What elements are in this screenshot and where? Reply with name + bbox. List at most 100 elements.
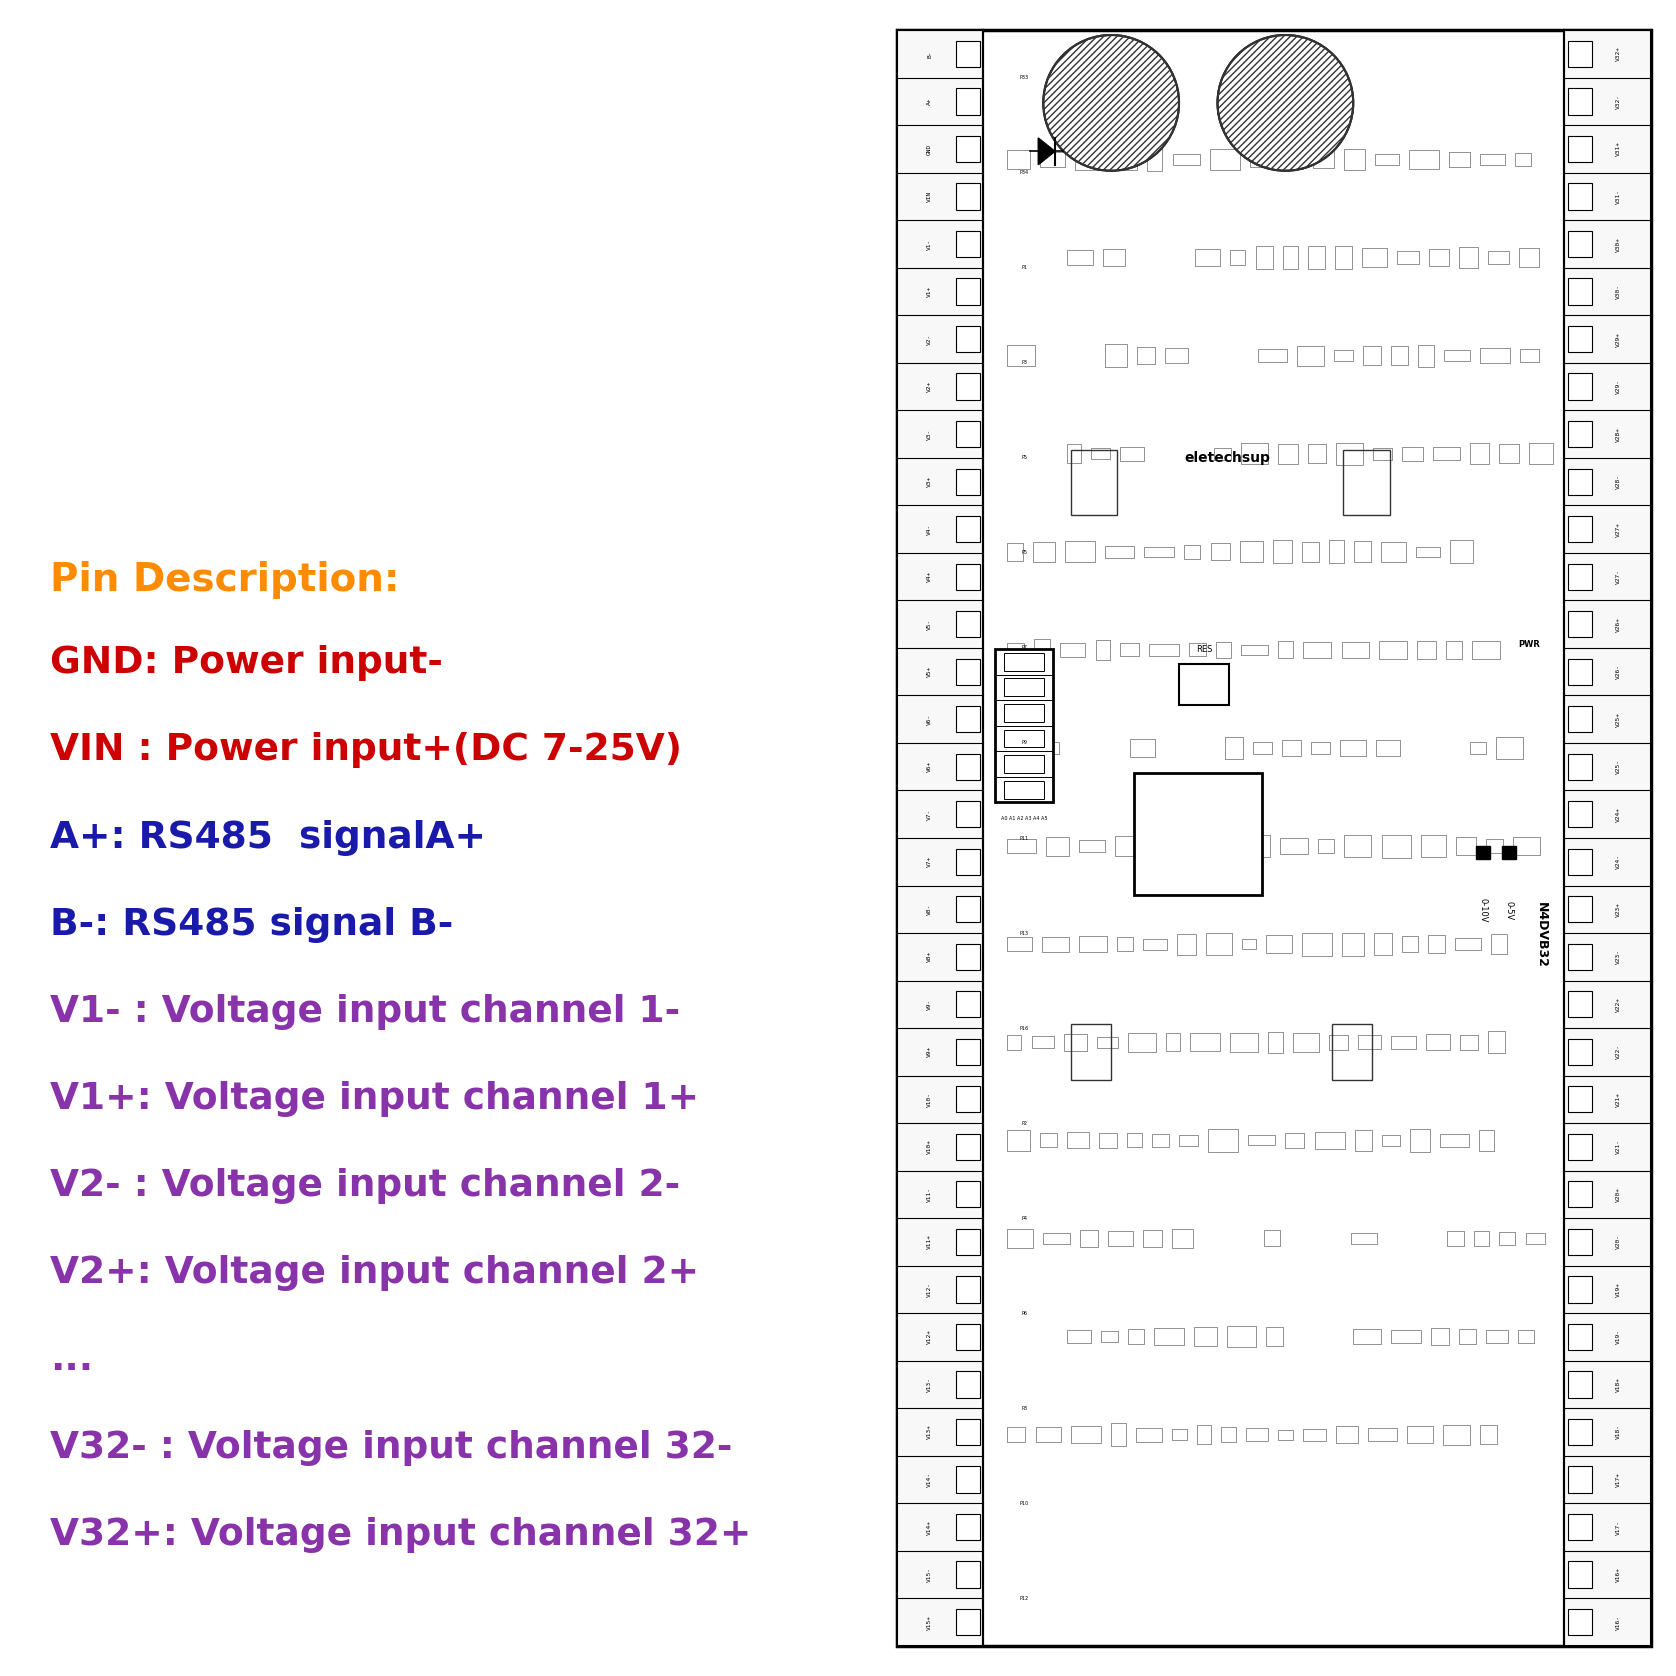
- Text: V30+: V30+: [1616, 236, 1621, 251]
- Bar: [1042, 742, 1059, 754]
- Text: P13: P13: [1019, 930, 1029, 935]
- Text: V29+: V29+: [1616, 332, 1621, 347]
- Bar: [1007, 1229, 1032, 1247]
- Bar: [1480, 154, 1505, 164]
- Text: V25+: V25+: [1616, 712, 1621, 727]
- Text: P1: P1: [1021, 265, 1027, 270]
- Bar: [1336, 442, 1363, 464]
- Text: P8: P8: [1021, 1406, 1027, 1411]
- Bar: [1373, 447, 1391, 459]
- Bar: [1513, 838, 1540, 855]
- Text: V32-: V32-: [1616, 94, 1621, 109]
- Text: V19-: V19-: [1616, 1329, 1621, 1344]
- Bar: [1195, 250, 1220, 266]
- Bar: [1277, 444, 1297, 464]
- Text: V15+: V15+: [927, 1614, 932, 1629]
- Bar: [1334, 350, 1353, 362]
- Bar: [1284, 246, 1297, 268]
- Text: V24-: V24-: [1616, 855, 1621, 870]
- Text: GND: GND: [927, 144, 932, 154]
- Bar: [1264, 1230, 1280, 1247]
- Bar: [1208, 1130, 1239, 1151]
- Bar: [1004, 729, 1044, 747]
- Bar: [1185, 835, 1200, 858]
- Bar: [1215, 447, 1232, 459]
- Text: V1-: V1-: [927, 238, 932, 250]
- Bar: [1311, 742, 1329, 754]
- Bar: [1269, 1032, 1282, 1053]
- Bar: [1567, 136, 1592, 163]
- Bar: [1391, 1331, 1421, 1342]
- Text: V22-: V22-: [1616, 1044, 1621, 1059]
- Bar: [1304, 642, 1331, 659]
- Bar: [1115, 149, 1138, 169]
- Bar: [1079, 937, 1108, 952]
- Bar: [1004, 756, 1044, 773]
- Bar: [1379, 640, 1408, 659]
- Bar: [1418, 345, 1433, 367]
- Text: V5-: V5-: [927, 618, 932, 630]
- Bar: [1007, 937, 1031, 952]
- Bar: [1567, 183, 1592, 210]
- Text: V17-: V17-: [1616, 1520, 1621, 1535]
- Bar: [1178, 664, 1229, 704]
- Bar: [1487, 838, 1503, 853]
- Bar: [1329, 1034, 1348, 1049]
- Bar: [1450, 540, 1473, 563]
- Bar: [1567, 1133, 1592, 1160]
- Bar: [955, 1324, 980, 1351]
- Bar: [1376, 154, 1399, 164]
- Bar: [1418, 640, 1436, 659]
- Text: V29-: V29-: [1616, 379, 1621, 394]
- Text: V1+: Voltage input channel 1+: V1+: Voltage input channel 1+: [50, 1081, 699, 1116]
- Bar: [1230, 1032, 1259, 1053]
- Bar: [1004, 704, 1044, 722]
- Bar: [1567, 1039, 1592, 1064]
- Circle shape: [1042, 35, 1178, 171]
- Text: V31-: V31-: [1616, 189, 1621, 204]
- Text: P11: P11: [1019, 836, 1029, 840]
- Text: V7+: V7+: [927, 856, 932, 868]
- Text: P5: P5: [1021, 550, 1027, 555]
- Bar: [1287, 151, 1302, 169]
- Bar: [955, 801, 980, 828]
- Bar: [1363, 347, 1381, 365]
- Bar: [1448, 153, 1470, 168]
- Bar: [1515, 153, 1530, 166]
- Bar: [1329, 540, 1344, 563]
- Bar: [1071, 1426, 1101, 1443]
- Bar: [897, 30, 1651, 1646]
- Bar: [1249, 1135, 1275, 1145]
- Bar: [1490, 934, 1507, 954]
- Text: V11-: V11-: [927, 1187, 932, 1202]
- Bar: [1118, 937, 1133, 952]
- Text: Pin Description:: Pin Description:: [50, 561, 401, 600]
- Text: V27-: V27-: [1616, 570, 1621, 585]
- Bar: [1104, 344, 1128, 367]
- Bar: [1525, 1234, 1545, 1244]
- Text: RES: RES: [1197, 645, 1212, 654]
- Bar: [1130, 739, 1155, 758]
- Bar: [955, 325, 980, 352]
- Bar: [1061, 644, 1086, 657]
- Bar: [1091, 449, 1111, 459]
- Bar: [1354, 1130, 1371, 1151]
- Bar: [1408, 1426, 1433, 1443]
- Text: V32+: V32+: [1616, 47, 1621, 62]
- Text: V16+: V16+: [1616, 1567, 1621, 1582]
- Bar: [955, 89, 980, 114]
- Bar: [1470, 742, 1485, 754]
- Bar: [1426, 1034, 1450, 1051]
- Text: V28-: V28-: [1616, 474, 1621, 489]
- Bar: [955, 1039, 980, 1064]
- Bar: [1007, 840, 1036, 853]
- Bar: [1166, 1034, 1180, 1051]
- Text: V9+: V9+: [927, 1046, 932, 1058]
- Bar: [1183, 545, 1200, 558]
- Bar: [1031, 1036, 1054, 1048]
- Bar: [1518, 1331, 1535, 1342]
- Bar: [1431, 1327, 1450, 1346]
- Bar: [1567, 1562, 1592, 1587]
- Text: V25-: V25-: [1616, 759, 1621, 774]
- Bar: [1292, 1032, 1319, 1053]
